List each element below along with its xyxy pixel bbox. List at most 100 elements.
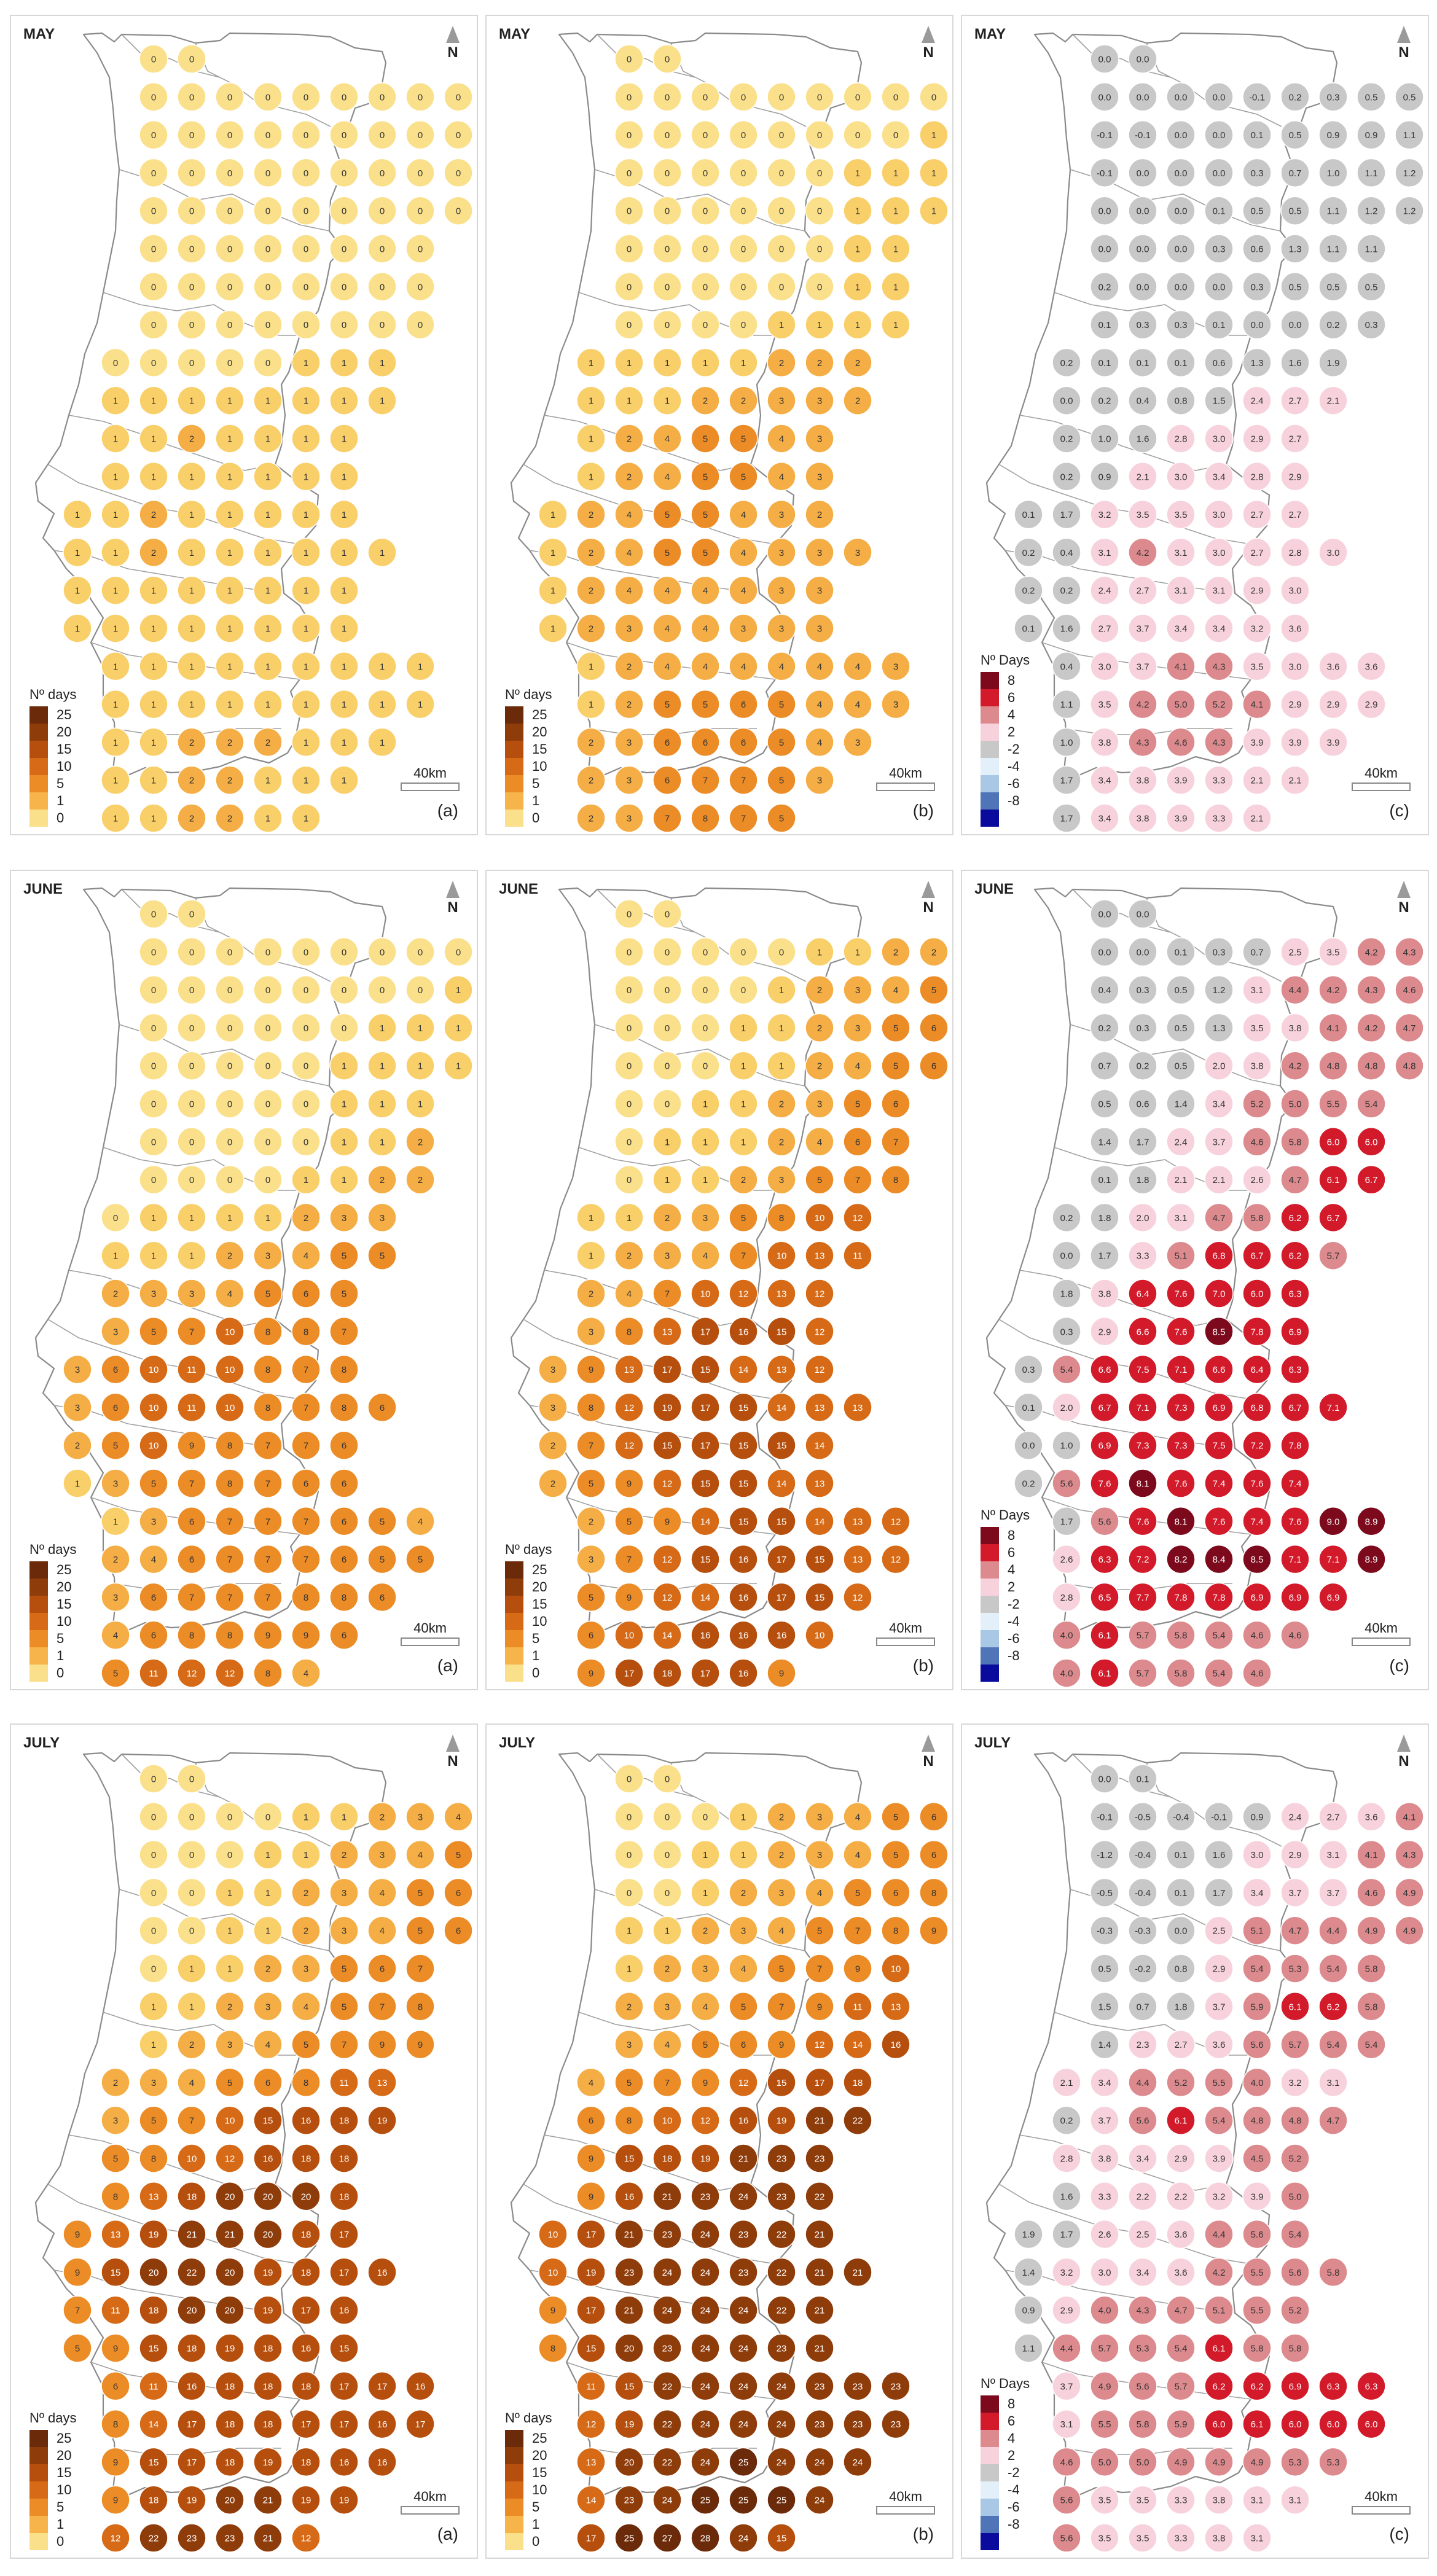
grid-cell xyxy=(843,1840,872,1870)
grid-cell-value: 15 xyxy=(777,1516,787,1527)
grid-cell-value: 6 xyxy=(931,1812,936,1822)
grid-cell-value: 0 xyxy=(189,320,194,330)
grid-cell-value: 4 xyxy=(665,434,670,445)
legend-swatch xyxy=(981,792,999,810)
grid-cell-value: 5.7 xyxy=(1175,2381,1188,2392)
legend-item: -6 xyxy=(981,2499,1030,2516)
grid-cell-value: 7.6 xyxy=(1137,1516,1149,1527)
legend-label: 15 xyxy=(532,741,547,757)
grid-cell-value: 16 xyxy=(187,2381,197,2392)
grid-cell-value: 3.3 xyxy=(1175,2534,1188,2544)
grid-cell-value: 0.0 xyxy=(1137,168,1149,179)
grid-cell xyxy=(367,1203,397,1233)
grid-cell xyxy=(329,689,359,719)
grid-cell xyxy=(729,2371,758,2401)
grid-cell xyxy=(1242,765,1272,795)
grid-cell xyxy=(1166,1507,1196,1536)
grid-cell-value: 3.5 xyxy=(1137,2496,1149,2506)
grid-cell-value: 2.4 xyxy=(1175,1137,1188,1147)
grid-cell xyxy=(1357,1802,1386,1832)
grid-cell xyxy=(576,765,606,795)
grid-cell xyxy=(1280,1469,1310,1498)
legend-item: -2 xyxy=(981,2464,1030,2481)
grid-cell xyxy=(253,1279,283,1308)
grid-cell-value: 5.7 xyxy=(1137,1669,1149,1679)
grid-cell-value: 1.7 xyxy=(1060,510,1073,520)
grid-cell xyxy=(101,499,130,529)
grid-cell-value: 0 xyxy=(303,985,308,996)
grid-cell-value: 0 xyxy=(817,244,822,255)
grid-cell xyxy=(843,234,872,263)
grid-cell xyxy=(767,2219,796,2249)
grid-cell-value: 0 xyxy=(151,1964,156,1975)
grid-cell-value: 1 xyxy=(75,1479,80,1489)
legend-item: 8 xyxy=(981,2395,1030,2413)
grid-cell xyxy=(177,44,206,74)
grid-cell-value: 4 xyxy=(703,2002,708,2012)
grid-cell xyxy=(1318,82,1348,112)
grid-cell xyxy=(291,2295,321,2325)
grid-cell xyxy=(1204,2182,1234,2211)
grid-cell xyxy=(538,499,568,529)
grid-cell-value: 7 xyxy=(75,2306,80,2316)
grid-cell xyxy=(1090,82,1119,112)
panel-label: (b) xyxy=(912,2524,934,2543)
grid-cell-value: 2 xyxy=(741,396,746,407)
grid-cell-value: 9 xyxy=(589,1365,593,1375)
legend-label: 10 xyxy=(57,1614,72,1629)
grid-cell xyxy=(843,2106,872,2135)
grid-cell xyxy=(843,1507,872,1536)
grid-cell-value: 2 xyxy=(75,1441,80,1451)
legend-label: 4 xyxy=(1008,707,1016,722)
grid-cell-value: 1 xyxy=(665,1175,670,1185)
grid-cell-value: 7 xyxy=(342,1327,347,1337)
grid-cell xyxy=(1090,1089,1119,1118)
grid-cell-value: 2 xyxy=(741,1888,746,1899)
grid-cell xyxy=(1280,1620,1310,1650)
grid-cell xyxy=(329,2219,359,2249)
grid-cell-value: 2 xyxy=(817,1023,822,1034)
grid-cell xyxy=(329,2447,359,2477)
grid-cell xyxy=(1090,2219,1119,2249)
grid-cell-value: 3 xyxy=(855,548,860,558)
grid-cell-value: 1.3 xyxy=(1213,1023,1226,1034)
grid-cell xyxy=(1014,1354,1043,1384)
grid-cell xyxy=(767,2409,796,2439)
grid-cell xyxy=(1128,2295,1157,2325)
grid-cell xyxy=(1128,576,1157,605)
grid-cell xyxy=(367,272,397,302)
grid-cell-value: 0 xyxy=(893,92,898,103)
grid-cell-value: 22 xyxy=(777,2268,787,2278)
grid-cell-value: 0 xyxy=(227,1850,232,1860)
grid-cell-value: 5.8 xyxy=(1175,1631,1188,1641)
grid-cell xyxy=(652,348,682,378)
grid-cell xyxy=(1166,1658,1196,1688)
grid-cell-value: 1 xyxy=(303,586,308,596)
grid-cell xyxy=(1128,196,1157,225)
grid-cell xyxy=(177,2219,206,2249)
grid-cell-value: 9 xyxy=(703,2078,708,2088)
grid-cell xyxy=(63,2333,92,2363)
grid-cell xyxy=(1318,1507,1348,1536)
grid-cell-value: 3 xyxy=(817,1099,822,1110)
grid-cell xyxy=(1204,2447,1234,2477)
north-label: N xyxy=(923,1753,934,1770)
grid-cell-value: 6 xyxy=(589,1631,593,1641)
grid-cell-value: 20 xyxy=(225,2192,235,2202)
grid-cell-value: 1 xyxy=(342,776,347,786)
grid-cell-value: 3.0 xyxy=(1251,1850,1264,1860)
grid-cell-value: 1.9 xyxy=(1022,2230,1035,2240)
grid-cell xyxy=(215,2144,245,2173)
grid-cell xyxy=(1166,1840,1196,1870)
grid-cell xyxy=(691,1582,720,1612)
grid-cell xyxy=(1204,1878,1234,1908)
grid-cell-value: 10 xyxy=(624,1631,635,1641)
grid-cell-value: 4 xyxy=(817,700,822,710)
grid-cell-value: 22 xyxy=(853,2116,863,2126)
grid-cell xyxy=(652,1165,682,1195)
grid-cell-value: 24 xyxy=(700,2419,711,2430)
grid-cell xyxy=(614,1354,644,1384)
grid-cell xyxy=(652,1051,682,1080)
grid-cell-value: 0.8 xyxy=(1175,396,1188,407)
grid-cell-value: 6.7 xyxy=(1289,1403,1302,1413)
